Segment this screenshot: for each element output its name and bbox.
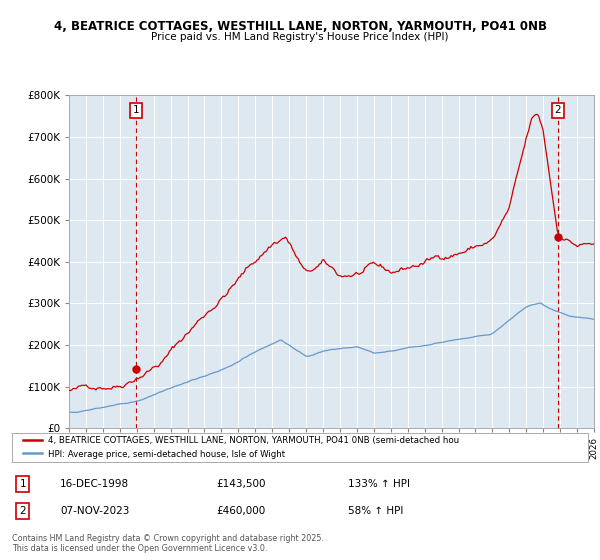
Text: 58% ↑ HPI: 58% ↑ HPI [348, 506, 403, 516]
Text: £143,500: £143,500 [216, 479, 265, 489]
Text: 2: 2 [19, 506, 26, 516]
Text: Price paid vs. HM Land Registry's House Price Index (HPI): Price paid vs. HM Land Registry's House … [151, 32, 449, 43]
Text: 4, BEATRICE COTTAGES, WESTHILL LANE, NORTON, YARMOUTH, PO41 0NB: 4, BEATRICE COTTAGES, WESTHILL LANE, NOR… [53, 20, 547, 32]
Text: 16-DEC-1998: 16-DEC-1998 [60, 479, 129, 489]
Text: 07-NOV-2023: 07-NOV-2023 [60, 506, 130, 516]
Text: 1: 1 [19, 479, 26, 489]
Text: 1: 1 [133, 105, 139, 115]
Text: 133% ↑ HPI: 133% ↑ HPI [348, 479, 410, 489]
Text: 2: 2 [554, 105, 561, 115]
Legend: 4, BEATRICE COTTAGES, WESTHILL LANE, NORTON, YARMOUTH, PO41 0NB (semi-detached h: 4, BEATRICE COTTAGES, WESTHILL LANE, NOR… [19, 433, 463, 462]
Text: Contains HM Land Registry data © Crown copyright and database right 2025.
This d: Contains HM Land Registry data © Crown c… [12, 534, 324, 553]
Text: £460,000: £460,000 [216, 506, 265, 516]
